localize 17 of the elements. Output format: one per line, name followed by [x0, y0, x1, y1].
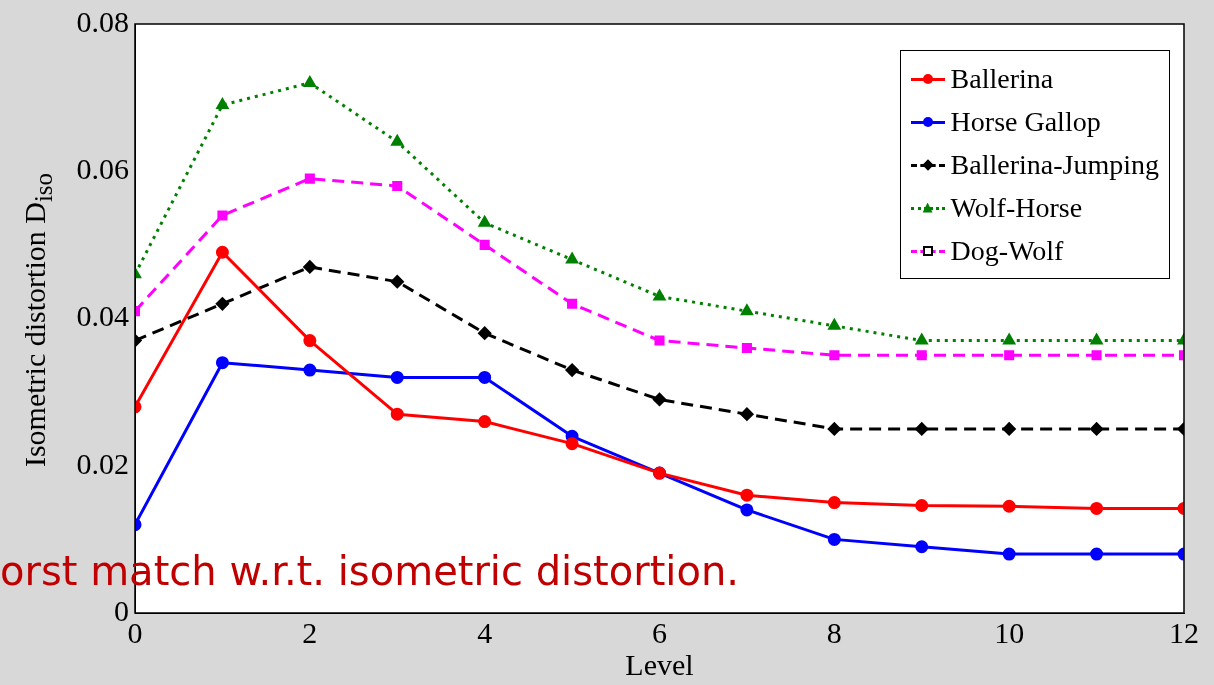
legend-label: Ballerina: [950, 62, 1054, 95]
legend-label: Wolf-Horse: [950, 191, 1083, 224]
legend-label: Ballerina-Jumping: [950, 148, 1159, 181]
x-axis-title: Level: [625, 647, 694, 681]
x-tick-label: 8: [826, 615, 842, 649]
x-tick-label: 10: [994, 615, 1025, 649]
y-tick-label: 0: [114, 593, 129, 627]
y-tick-label: 0.08: [76, 4, 129, 38]
y-tick-label: 0.04: [76, 299, 129, 333]
y-tick-label: 0.06: [76, 152, 129, 186]
y-tick-label: 0.02: [76, 446, 129, 480]
x-tick-label: 12: [1169, 615, 1199, 649]
legend-label: Dog-Wolf: [950, 234, 1064, 267]
x-tick-label: 4: [477, 615, 493, 649]
x-tick-label: 6: [652, 615, 667, 649]
legend-label: Horse Gallop: [950, 105, 1101, 138]
x-tick-label: 2: [302, 615, 318, 649]
